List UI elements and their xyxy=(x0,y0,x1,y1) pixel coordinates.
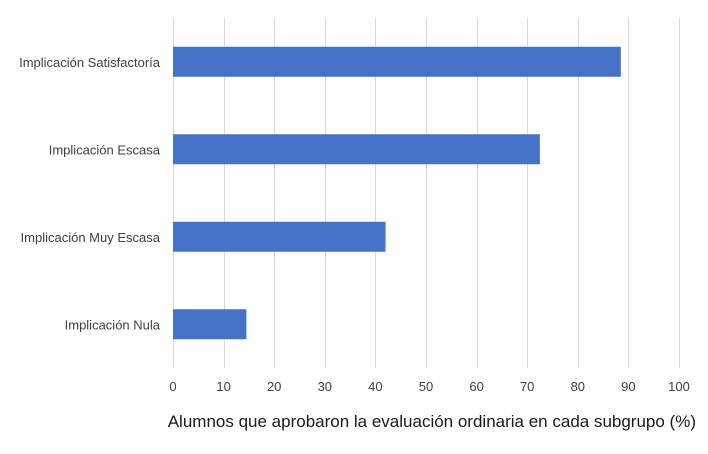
x-tick-label: 40 xyxy=(368,379,382,394)
bar xyxy=(173,46,621,77)
x-tick-label: 70 xyxy=(520,379,534,394)
y-tick-label: Implicación Escasa xyxy=(49,142,161,157)
bar xyxy=(173,221,386,252)
y-tick-label: Implicación Muy Escasa xyxy=(21,230,161,245)
x-tick-label: 10 xyxy=(216,379,230,394)
x-tick-label: 50 xyxy=(419,379,433,394)
y-tick-label: Implicación Nula xyxy=(65,317,161,332)
bar xyxy=(173,134,540,165)
y-tick-labels: Implicación Satisfactoría Implicación Esc… xyxy=(19,55,161,333)
x-tick-label: 0 xyxy=(169,379,176,394)
x-tick-label: 20 xyxy=(267,379,281,394)
x-tick-label: 100 xyxy=(668,379,690,394)
x-axis-title: Alumnos que aprobaron la evaluación ordi… xyxy=(167,412,696,431)
y-tick-label: Implicación Satisfactoría xyxy=(19,55,161,70)
x-tick-labels: 0 10 20 30 40 50 60 70 80 90 100 xyxy=(169,379,689,394)
bars xyxy=(173,46,621,340)
bar xyxy=(173,309,247,340)
x-tick-label: 90 xyxy=(621,379,635,394)
x-tick-label: 30 xyxy=(318,379,332,394)
x-tick-label: 60 xyxy=(469,379,483,394)
x-tick-label: 80 xyxy=(571,379,585,394)
